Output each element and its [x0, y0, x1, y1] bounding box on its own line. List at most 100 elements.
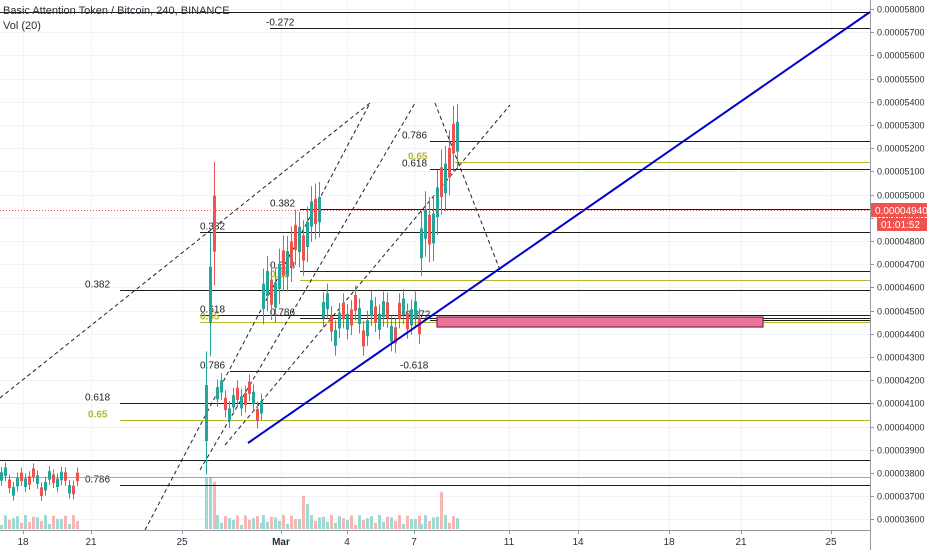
volume-bar	[314, 520, 317, 529]
time-axis[interactable]: 18 21 25 Mar 4 7 11 14 18 21 25	[17, 530, 837, 548]
price-tick-label: 0.00005700	[877, 28, 925, 38]
candle-body	[252, 391, 255, 404]
trendline[interactable]	[247, 11, 871, 444]
time-tick-label: 21	[85, 537, 97, 548]
support-zone[interactable]	[436, 316, 764, 328]
candle-body	[4, 467, 7, 477]
volume-study-label[interactable]: Vol (20)	[3, 20, 41, 32]
candle-body	[36, 475, 39, 484]
volume-bar	[44, 515, 47, 529]
volume-bar	[270, 516, 273, 529]
price-tick-label: 0.00005000	[877, 191, 925, 201]
candle-body	[418, 318, 421, 335]
support-zone-rect[interactable]	[436, 316, 764, 328]
candle-body	[209, 266, 212, 323]
price-tick-label: 0.00004700	[877, 260, 925, 270]
volume-bar	[286, 523, 289, 529]
candle-body	[318, 197, 321, 223]
volume-bar	[36, 517, 39, 529]
time-tick-label: 14	[572, 537, 584, 548]
candle-body	[44, 481, 47, 491]
volume-bar	[330, 515, 333, 529]
volume-bar	[256, 516, 259, 529]
volume-bar	[440, 491, 443, 529]
volume-bar	[8, 519, 11, 529]
fib-level-label: 0.382	[270, 199, 295, 210]
volume-bar	[310, 515, 313, 529]
price-tick-label: 0.00003700	[877, 492, 925, 502]
price-tick-label: 0.00005400	[877, 98, 925, 108]
price-tick-label: 0.00004800	[877, 237, 925, 247]
volume-bar	[24, 515, 27, 529]
volume-bar	[20, 522, 23, 529]
volume-bar	[350, 515, 353, 529]
candle-body	[236, 387, 239, 400]
volume-bar	[236, 515, 239, 529]
candle-body	[398, 302, 401, 319]
fib-level-label: 0.786	[402, 131, 427, 142]
volume-bar	[424, 515, 427, 529]
candle-body	[326, 293, 329, 310]
candle-body	[370, 300, 373, 317]
volume-bar	[370, 516, 373, 529]
price-tick-label: 0.00004100	[877, 399, 925, 409]
candle-body	[456, 121, 459, 152]
candle-body	[302, 235, 305, 261]
volume-bar	[444, 515, 447, 529]
candle-body	[278, 263, 281, 290]
fib-fan-line	[224, 104, 511, 446]
candle-body	[248, 381, 251, 394]
countdown-value: 01:01:52	[881, 220, 920, 231]
volume-bar	[252, 518, 255, 529]
time-tick-label: 18	[663, 537, 675, 548]
candle-body	[0, 472, 3, 481]
volume-bar	[28, 521, 31, 529]
volume-bar	[432, 517, 435, 529]
volume-bar	[244, 515, 247, 529]
candle-body	[52, 474, 55, 484]
volume-bar	[278, 520, 281, 529]
candle-body	[256, 408, 259, 422]
volume-bar	[282, 515, 285, 529]
volume-bar	[240, 524, 243, 529]
candle-body	[72, 485, 75, 495]
fib-level-label: 0.786	[85, 475, 110, 486]
volume-bar	[224, 516, 227, 529]
candle-body	[56, 478, 59, 488]
volume-bar	[420, 523, 423, 529]
price-axis[interactable]: 0.00005800 0.00005700 0.00005600 0.00005500…	[870, 5, 925, 525]
time-tick-label: 25	[176, 537, 188, 548]
candle-body	[354, 294, 357, 311]
volume-bar	[322, 516, 325, 529]
candle-body	[244, 392, 247, 406]
candle-body	[298, 226, 301, 253]
last-price-value: 0.00004940	[875, 206, 928, 217]
volume-bar	[52, 515, 55, 529]
volume-bar	[220, 522, 223, 529]
time-tick-label: 25	[825, 537, 837, 548]
volume-bar	[318, 517, 321, 529]
time-tick-label: Mar	[272, 537, 290, 548]
candle-body	[282, 250, 285, 276]
candle-body	[20, 472, 23, 482]
volume-bar	[248, 519, 251, 529]
volume-bar	[334, 522, 337, 529]
trendline-segment[interactable]	[247, 11, 871, 444]
fib-level-label: 0.382	[85, 280, 110, 291]
price-tick-label: 0.00003900	[877, 446, 925, 456]
symbol-title[interactable]: Basic Attention Token / Bitcoin, 240, BI…	[3, 5, 230, 17]
price-tick-label: 0.00004400	[877, 330, 925, 340]
volume-bar	[76, 520, 79, 529]
fib-level-label: 0.65	[408, 152, 428, 163]
candle-body	[452, 123, 455, 154]
candle-body	[286, 251, 289, 277]
candles	[0, 104, 459, 502]
candle-body	[60, 471, 63, 481]
volume-bars	[0, 476, 459, 529]
fib-fan-lines	[0, 102, 511, 531]
candle-body	[28, 476, 31, 485]
volume-bar	[60, 518, 63, 529]
candle-body	[266, 270, 269, 297]
volume-bar	[12, 518, 15, 529]
